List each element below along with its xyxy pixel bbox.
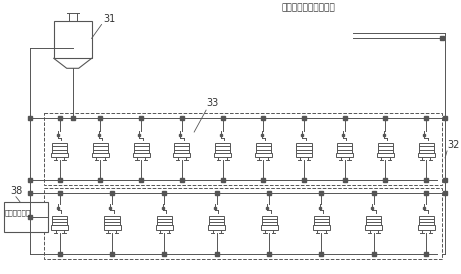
Bar bbox=[209, 216, 225, 225]
Bar bbox=[156, 225, 173, 230]
Bar bbox=[314, 216, 329, 225]
Bar bbox=[51, 225, 68, 230]
Bar bbox=[173, 153, 190, 157]
Bar bbox=[336, 153, 353, 157]
Bar bbox=[366, 225, 382, 230]
Text: 来自半成品池: 来自半成品池 bbox=[5, 210, 31, 216]
Bar bbox=[104, 225, 120, 230]
Bar bbox=[366, 216, 381, 225]
Bar bbox=[296, 153, 313, 157]
Bar bbox=[44, 188, 442, 259]
Text: 31: 31 bbox=[104, 15, 116, 24]
Bar bbox=[377, 153, 394, 157]
Text: 33: 33 bbox=[206, 98, 219, 108]
Bar bbox=[133, 153, 150, 157]
Bar bbox=[261, 216, 277, 225]
Text: 38: 38 bbox=[10, 186, 22, 196]
Bar bbox=[419, 143, 434, 153]
Bar bbox=[105, 216, 120, 225]
Bar bbox=[52, 143, 67, 153]
Bar bbox=[214, 153, 231, 157]
Bar bbox=[92, 153, 109, 157]
Bar bbox=[4, 202, 48, 232]
Bar bbox=[296, 143, 312, 153]
Bar bbox=[378, 143, 393, 153]
Bar bbox=[174, 143, 189, 153]
Bar bbox=[215, 143, 230, 153]
Bar bbox=[337, 143, 352, 153]
Bar bbox=[54, 21, 92, 58]
Text: 导热油来自导热油锅炉: 导热油来自导热油锅炉 bbox=[282, 4, 336, 13]
Bar bbox=[52, 216, 67, 225]
Bar bbox=[256, 143, 271, 153]
Bar bbox=[134, 143, 149, 153]
Bar bbox=[51, 153, 68, 157]
Bar bbox=[157, 216, 172, 225]
Bar bbox=[255, 153, 272, 157]
Bar bbox=[418, 153, 435, 157]
Bar bbox=[260, 225, 278, 230]
Bar bbox=[419, 216, 434, 225]
Bar bbox=[44, 113, 442, 185]
Bar bbox=[313, 225, 330, 230]
Text: 32: 32 bbox=[447, 140, 460, 150]
Bar bbox=[93, 143, 108, 153]
Bar bbox=[418, 225, 435, 230]
Bar bbox=[208, 225, 225, 230]
